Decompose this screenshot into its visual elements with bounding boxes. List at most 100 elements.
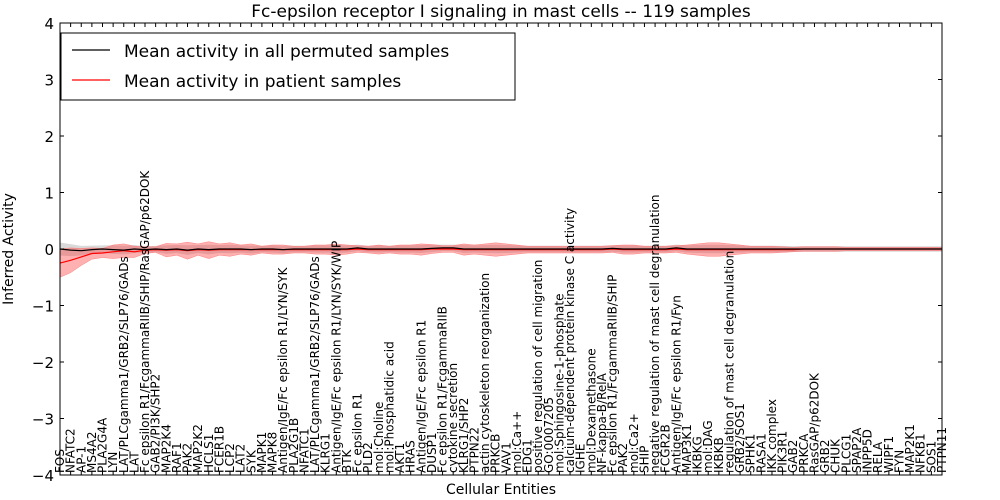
x-tick-label: IGHE	[574, 444, 588, 473]
y-tick-label: 2	[44, 128, 54, 146]
x-tick-label: NFKB1	[914, 433, 928, 473]
x-tick-label: RAF1	[170, 442, 184, 473]
x-tick-label: PAK2	[181, 443, 195, 473]
y-tick-label: 3	[44, 72, 54, 90]
x-tick-label: MAP2K1	[903, 424, 917, 473]
x-tick-label: actin cytoskeleton reorganization	[478, 273, 492, 473]
x-tick-label: SHIP	[638, 446, 652, 473]
x-tick-label: FYN	[893, 450, 907, 473]
x-tick-label: GRB2/SOS1	[733, 403, 747, 473]
x-tick-label: LAT	[127, 451, 141, 473]
x-tick-label: IKBKG	[691, 436, 705, 473]
x-tick-label: PAK2	[616, 443, 630, 473]
x-tick-label: PLD2	[361, 442, 375, 473]
x-tick-label: SOS1	[924, 441, 938, 473]
x-tick-label: AP-1	[74, 446, 88, 473]
x-tick-label: PLA2G4A	[96, 417, 110, 473]
x-tick-label: mol:Choline	[372, 402, 386, 473]
x-tick-label: GAB2	[786, 440, 800, 473]
x-tick-label: FCGR2B	[659, 424, 673, 473]
y-tick-label: −1	[32, 298, 54, 316]
x-tick-label: SPHK1	[744, 434, 758, 473]
y-axis-label: Inferred Activity	[1, 193, 17, 305]
x-tick-label: MS4A2	[85, 432, 99, 473]
x-tick-label: RELA	[871, 441, 885, 473]
x-tick-label: regulation of mast cell degranulation	[723, 251, 737, 473]
x-tick-label: IKBKB	[712, 437, 726, 473]
x-tick-label: mol:Sphingosine-1-phosphate	[552, 294, 566, 474]
x-tick-label: VAV1	[499, 442, 513, 473]
x-tick-label: AKT1	[393, 443, 407, 473]
x-tick-label: Fc epsilon R1/FcgammaRIIB/SHIP	[606, 275, 620, 473]
legend-label-patient: Mean activity in patient samples	[124, 72, 401, 92]
x-tick-label: PIK3R1	[776, 431, 790, 473]
y-tick-label: 1	[44, 185, 54, 203]
x-tick-label: NFATC1	[297, 428, 311, 473]
x-tick-label: NF-kappa-B/RelA	[595, 372, 609, 473]
x-tick-label: Antigen/IgE/Fc epsilon R1/Fyn	[669, 295, 683, 473]
x-tick-label: FOS	[53, 449, 67, 473]
x-tick-label: GO:0007205	[542, 397, 556, 473]
x-tick-label: MAPK8	[266, 432, 280, 473]
x-tick-label: IKK complex	[765, 399, 779, 473]
x-tick-label: INPP5D	[861, 429, 875, 473]
x-tick-label: LAT/PLCgamma1/GRB2/SLP76/GADs	[308, 256, 322, 473]
x-tick-label: Fc epsilon R1/FcgammaRIIB/SHIP/RasGAP/p6…	[138, 170, 152, 473]
chart-title: Fc-epsilon receptor I signaling in mast …	[251, 2, 751, 22]
y-tick-label: −3	[32, 411, 54, 429]
x-tick-label: PRKCB	[489, 434, 503, 473]
x-tick-label: LYN	[106, 452, 120, 473]
x-tick-label: EDG1	[521, 439, 535, 473]
legend-box	[60, 32, 516, 101]
legend-label-permuted: Mean activity in all permuted samples	[124, 42, 449, 62]
x-tick-label: DUSP1	[425, 432, 439, 473]
x-tick-label: LCP2	[223, 443, 237, 473]
legend: Mean activity in all permuted samples Me…	[60, 32, 516, 101]
x-tick-label: GRB2	[818, 439, 832, 473]
x-tick-label: Antigen/IgE/Fc epsilon R1	[414, 320, 428, 473]
x-tick-label: positive regulation of cell migration	[531, 260, 545, 473]
x-tick-label: FCER1B	[212, 426, 226, 473]
x-tick-label: GAB2/PI3K/SHP2	[149, 374, 163, 473]
x-tick-label: LAT/PLCgamma1/GRB2/SLP76/GADs	[117, 256, 131, 473]
x-tick-label: LAT2	[234, 444, 248, 473]
x-tick-label: mol:Ca++	[510, 411, 524, 473]
x-tick-label: HCLS1	[202, 434, 216, 473]
x-tick-label: mol:DAG	[701, 420, 715, 473]
x-tick-label: Fc epsilon R1/FcgammaRIIB	[436, 306, 450, 473]
x-tick-label: MAPK1	[255, 432, 269, 473]
x-tick-label: mol:Phosphatidic acid	[382, 341, 396, 473]
x-tick-label: cytokine secretion	[446, 363, 460, 473]
x-tick-label: MAP2K2	[191, 424, 205, 473]
x-tick-label: PLA2G1B	[287, 418, 301, 473]
x-tick-label: NFATC2	[64, 428, 78, 473]
x-tick-label: PLCG1	[839, 434, 853, 473]
x-tick-label: negative regulation of mast cell degranu…	[648, 194, 662, 473]
x-tick-label: MAP3K1	[680, 424, 694, 473]
x-tick-label: MAP2K4	[159, 424, 173, 473]
x-axis-label: Cellular Entities	[446, 482, 556, 498]
x-tick-label: RASA1	[754, 433, 768, 473]
x-tick-label: Fc epsilon R1	[351, 393, 365, 473]
x-tick-label: mol:Ca2+	[627, 413, 641, 473]
x-tick-label: PRKCA	[797, 433, 811, 473]
y-tick-label: −2	[32, 354, 54, 372]
x-tick-label: BTK	[340, 448, 354, 473]
x-tick-label: mol:Dexamethasone	[584, 348, 598, 473]
plot-area	[59, 241, 943, 278]
permuted-series-line	[59, 247, 942, 252]
x-tick-label: SYK	[244, 449, 258, 473]
y-tick-label: −4	[32, 467, 54, 485]
x-tick-label: Antigen/IgE/Fc epsilon R1/LYN/SYK/WIP	[329, 241, 343, 473]
x-tick-label: SPAP2A	[850, 427, 864, 473]
x-tick-label: HRAS	[404, 440, 418, 473]
x-tick-label: Antigen/IgE/Fc epsilon R1/LYN/SYK	[276, 266, 290, 473]
x-tick-label: PTPN11	[935, 427, 949, 473]
axes: 4 3 2 1 0 −1 −2 −3 −4FOSNFATC2AP-1MS4A2PLA2G4ALY…	[32, 15, 949, 485]
x-tick-label: RasGAP/p62DOK	[808, 372, 822, 473]
x-tick-label: PTPN22	[467, 427, 481, 473]
y-tick-label: 0	[44, 241, 54, 259]
x-tick-label: KLRG1/SHP2	[457, 398, 471, 473]
x-tick-label: calcium-dependent protein kinase C activ…	[563, 208, 577, 473]
